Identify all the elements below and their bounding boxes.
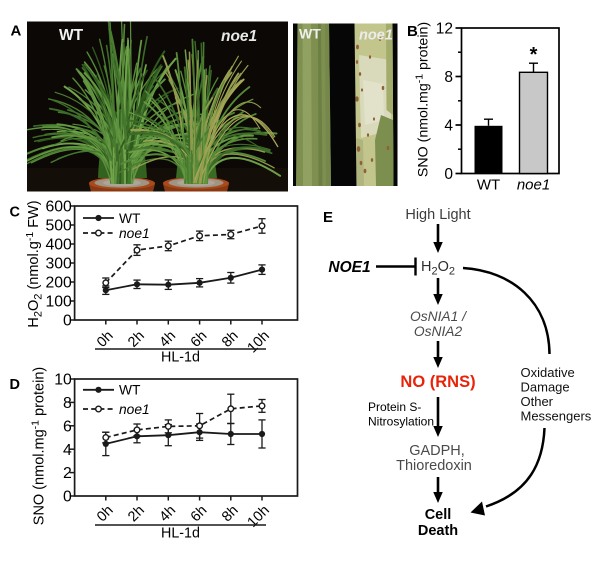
svg-text:noe1: noe1 [221,28,257,45]
svg-text:8: 8 [444,69,453,86]
svg-text:WT: WT [299,26,321,42]
svg-text:6h: 6h [188,503,211,526]
svg-text:Oxidative: Oxidative [521,365,575,380]
svg-text:Protein S-: Protein S- [368,400,421,414]
svg-text:noe1: noe1 [517,177,550,194]
svg-text:C: C [10,205,21,221]
svg-text:4h: 4h [156,503,179,526]
svg-text:8h: 8h [219,503,242,526]
svg-text:WT: WT [119,211,141,226]
svg-text:500: 500 [45,218,72,235]
svg-text:Death: Death [418,523,458,539]
svg-text:600: 600 [45,199,72,216]
svg-text:Nitrosylation: Nitrosylation [368,415,434,429]
svg-text:WT: WT [477,177,500,194]
svg-text:OsNIA2: OsNIA2 [414,324,463,339]
svg-text:0h: 0h [94,328,117,351]
svg-text:2: 2 [63,465,72,482]
svg-text:200: 200 [45,275,72,292]
svg-text:HL-1d: HL-1d [161,526,200,542]
svg-text:Cell: Cell [425,507,452,523]
svg-text:WT: WT [119,383,141,398]
svg-text:2h: 2h [125,328,148,351]
svg-text:300: 300 [45,256,72,273]
svg-text:SNO (nmol.mg-1 protein): SNO (nmol.mg-1 protein) [414,22,432,177]
svg-text:12: 12 [436,20,453,37]
svg-text:0: 0 [63,489,72,506]
svg-text:H2O2: H2O2 [421,259,455,278]
svg-text:Thioredoxin: Thioredoxin [396,458,472,474]
svg-text:WT: WT [59,27,84,44]
svg-text:0: 0 [444,166,453,183]
svg-text:High Light: High Light [405,207,470,223]
svg-text:10h: 10h [245,328,273,356]
svg-text:10h: 10h [245,503,273,531]
svg-text:NOE1: NOE1 [328,259,370,276]
svg-text:6h: 6h [188,328,211,351]
svg-text:4: 4 [444,117,453,134]
svg-text:Messengers: Messengers [521,409,592,424]
svg-text:4h: 4h [156,328,179,351]
svg-text:E: E [323,209,333,226]
svg-text:8h: 8h [219,328,242,351]
svg-text:6: 6 [63,418,72,435]
svg-text:8: 8 [63,395,72,412]
svg-text:HL-1d: HL-1d [161,350,200,366]
svg-text:0h: 0h [94,503,117,526]
svg-text:noe1: noe1 [119,226,150,241]
svg-text:noe1: noe1 [359,28,393,44]
svg-text:GADPH,: GADPH, [409,443,465,459]
svg-text:Other: Other [521,394,554,409]
svg-text:NO (RNS): NO (RNS) [400,373,475,391]
svg-text:*: * [530,44,538,66]
svg-text:4: 4 [63,442,72,459]
svg-text:2h: 2h [125,503,148,526]
svg-text:400: 400 [45,237,72,254]
svg-text:10: 10 [54,372,72,389]
svg-text:Damage: Damage [521,380,570,395]
svg-text:SNO (nmol.mg-1 protein): SNO (nmol.mg-1 protein) [30,367,48,525]
svg-text:noe1: noe1 [119,402,150,417]
svg-text:0: 0 [63,313,72,330]
svg-text:A: A [11,23,22,40]
svg-text:100: 100 [45,294,72,311]
svg-text:D: D [10,377,20,393]
svg-text:OsNIA1 /: OsNIA1 / [410,309,468,324]
svg-text:H2O2 (nmol.g-1 FW): H2O2 (nmol.g-1 FW) [24,200,45,327]
